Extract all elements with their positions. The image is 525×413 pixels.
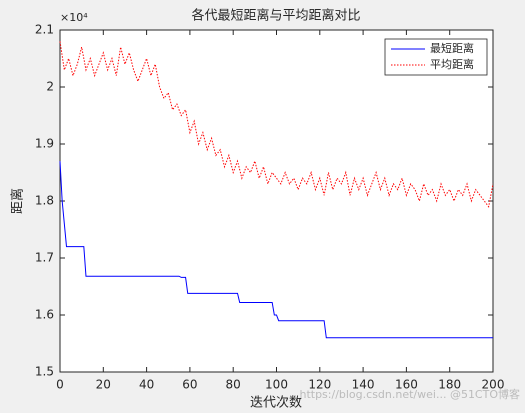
legend-box <box>384 38 488 76</box>
y-tick-label: 1.8 <box>35 194 54 208</box>
x-tick-label: 40 <box>139 378 154 392</box>
watermark: https://blog.csdn.net/wei... @51CTO博客 <box>299 387 520 401</box>
x-axis-label: 迭代次数 <box>250 395 302 411</box>
x-tick-label: 100 <box>265 378 288 392</box>
x-tick-label: 120 <box>308 378 331 392</box>
y-tick-label: 1.7 <box>35 251 54 265</box>
x-tick-label: 0 <box>56 378 64 392</box>
x-tick-label: 160 <box>395 378 418 392</box>
x-tick-label: 60 <box>182 378 197 392</box>
line-series <box>59 161 493 339</box>
y-tick-label: 1.6 <box>35 308 54 322</box>
x-tick-label: 180 <box>438 378 461 392</box>
y-axis-label: 距离 <box>10 188 26 214</box>
y-multiplier: ×10⁴ <box>60 11 88 24</box>
y-tick-label: 2 <box>46 80 54 94</box>
y-tick-label: 1.5 <box>35 365 54 379</box>
x-tick-label: 20 <box>96 378 111 392</box>
legend-label: 最短距离 <box>430 41 474 55</box>
chart-title: 各代最短距离与平均距离对比 <box>191 8 360 24</box>
x-tick-label: 80 <box>226 378 241 392</box>
plot-area <box>60 30 493 372</box>
x-tick-label: 140 <box>352 378 375 392</box>
legend-label: 平均距离 <box>430 57 474 71</box>
y-tick-label: 2.1 <box>35 23 54 37</box>
y-tick-label: 1.9 <box>35 137 54 151</box>
x-tick-label: 200 <box>482 378 505 392</box>
axes-box <box>59 29 494 373</box>
